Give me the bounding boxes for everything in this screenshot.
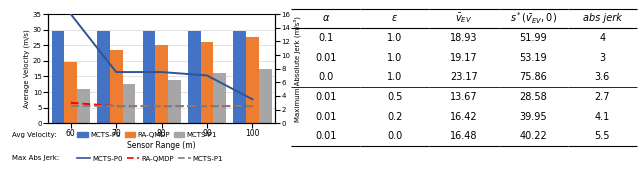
Bar <box>259 69 271 123</box>
Legend: MCTS-P0, RA-QMDP, MCTS-P1: MCTS-P0, RA-QMDP, MCTS-P1 <box>77 156 223 162</box>
Bar <box>213 73 226 123</box>
Bar <box>65 62 77 123</box>
Bar <box>52 31 65 123</box>
Bar <box>97 31 110 123</box>
Text: Max Abs Jerk:: Max Abs Jerk: <box>12 155 60 161</box>
Bar <box>168 80 180 123</box>
Bar <box>188 31 201 123</box>
Bar <box>122 84 135 123</box>
Bar <box>201 42 213 123</box>
Bar <box>110 50 122 123</box>
Bar <box>234 31 246 123</box>
Text: Avg Velocity:: Avg Velocity: <box>12 132 56 138</box>
Bar <box>156 45 168 123</box>
X-axis label: Sensor Range (m): Sensor Range (m) <box>127 141 196 150</box>
Bar <box>77 89 90 123</box>
Bar <box>143 31 156 123</box>
Y-axis label: Average Velocity (m/s): Average Velocity (m/s) <box>24 29 30 108</box>
Y-axis label: Maximum Absolute Jerk (m/s³): Maximum Absolute Jerk (m/s³) <box>293 16 301 122</box>
Bar <box>246 37 259 123</box>
